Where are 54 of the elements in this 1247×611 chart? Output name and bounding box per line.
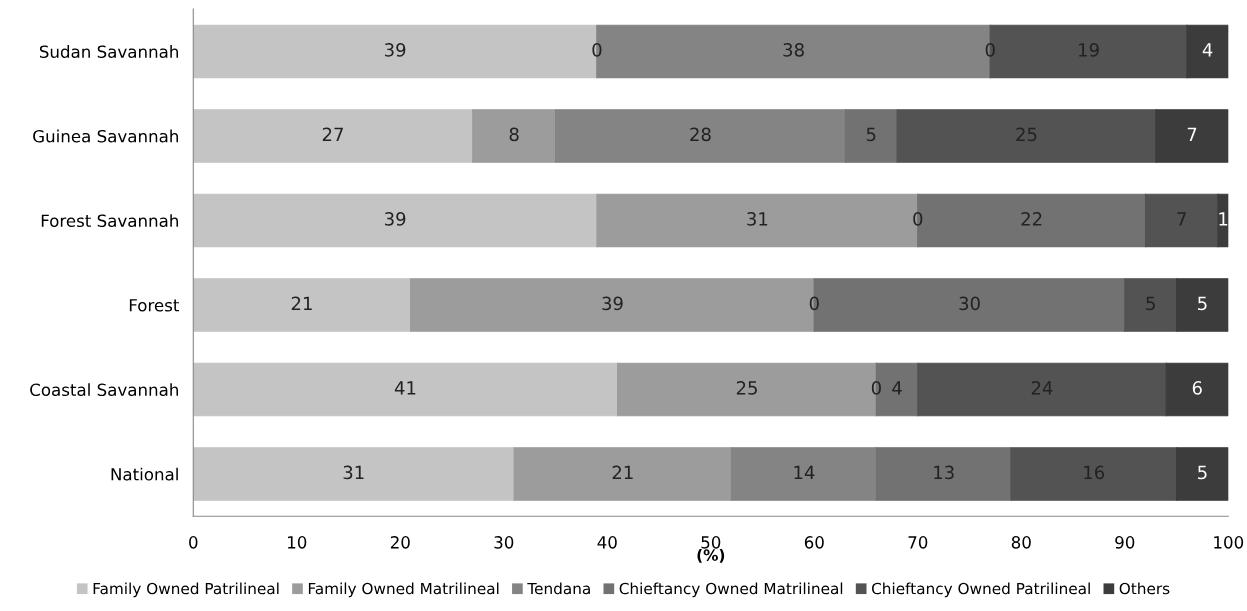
x-tick-label: 50 (701, 536, 721, 549)
data-label: 27 (322, 127, 343, 141)
x-tick-label: 30 (494, 536, 514, 549)
data-label: 21 (291, 296, 312, 310)
data-label: 30 (959, 296, 980, 311)
legend-label: Family Owned Matrilineal (308, 582, 499, 598)
y-tick-label: Forest (129, 299, 179, 312)
data-label: 31 (343, 465, 364, 480)
legend-label: Chieftancy Owned Patrilineal (871, 582, 1090, 598)
x-tick-label: 0 (189, 536, 198, 549)
y-tick-label: Coastal Savannah (30, 383, 178, 397)
x-tick-label: 10 (288, 536, 307, 549)
data-label: 5 (866, 127, 876, 142)
x-tick-label: 20 (390, 536, 410, 549)
data-label: 38 (783, 43, 804, 57)
data-label: 0 (809, 296, 819, 311)
data-label: 0 (913, 212, 923, 226)
data-label: 13 (934, 465, 954, 480)
data-label: 41 (394, 381, 416, 395)
y-tick-label: National (111, 467, 178, 481)
x-tick-label: 70 (908, 536, 928, 549)
data-label: 39 (385, 43, 406, 57)
x-tick-label: 90 (1115, 536, 1135, 549)
data-label: 6 (1192, 381, 1202, 395)
x-axis-title: (%) (697, 549, 725, 563)
data-label: 28 (690, 127, 711, 142)
data-label: 4 (892, 381, 902, 395)
x-tick-label: 80 (1011, 536, 1031, 549)
x-tick-label: 60 (804, 536, 824, 549)
data-label: 7 (1187, 127, 1197, 141)
legend-label: Tendana (527, 582, 590, 595)
y-tick-label: Guinea Savannah (33, 129, 178, 143)
data-label: 21 (612, 465, 633, 480)
data-label: 22 (1021, 212, 1042, 226)
data-label: 5 (1198, 296, 1207, 311)
data-label: 25 (736, 381, 757, 395)
y-tick-label: Forest Savannah (41, 214, 178, 228)
x-tick-label: 100 (1214, 536, 1244, 549)
data-label: 4 (1202, 43, 1213, 57)
x-tick-label: 40 (597, 536, 617, 549)
y-tick-label: Sudan Savannah (39, 45, 178, 58)
legend-label: Family Owned Patrilineal (93, 582, 279, 598)
data-label: 5 (1198, 465, 1207, 480)
legend-label: Chieftancy Owned Matrilineal (619, 582, 843, 598)
data-label: 1 (1219, 212, 1228, 226)
data-label: 0 (871, 381, 881, 395)
data-label: 39 (385, 212, 406, 226)
data-label: 39 (602, 296, 623, 311)
data-label: 0 (592, 43, 602, 57)
data-label: 14 (794, 465, 815, 480)
data-label: 0 (985, 43, 995, 57)
legend-label: Others (1119, 582, 1170, 595)
data-label: 31 (747, 212, 768, 226)
data-label: 8 (509, 127, 519, 142)
